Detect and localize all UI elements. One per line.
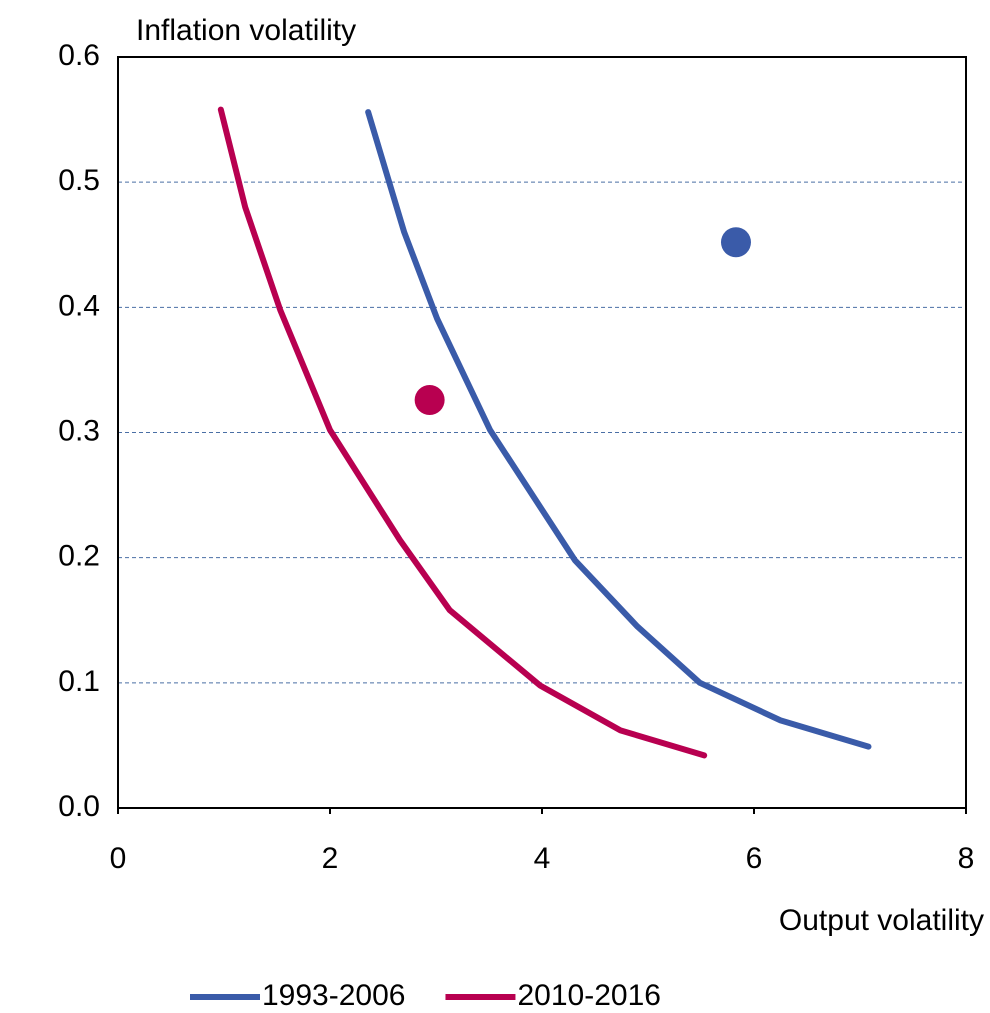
plot-frame xyxy=(117,56,967,809)
x-axis-label: Output volatility xyxy=(779,904,984,937)
y-tick-label: 0.1 xyxy=(58,665,100,698)
x-tick-label: 2 xyxy=(322,842,339,875)
y-axis-label: Inflation volatility xyxy=(136,14,356,47)
y-tick-label: 0.5 xyxy=(58,164,100,197)
y-tick-label: 0.0 xyxy=(58,790,100,823)
y-tick-label: 0.3 xyxy=(58,414,100,447)
series-line xyxy=(217,106,708,759)
point xyxy=(720,227,751,258)
legend-label: 1993-2006 xyxy=(262,979,405,1012)
y-tick-label: 0.6 xyxy=(58,39,100,72)
x-tick-label: 8 xyxy=(958,842,975,875)
x-tick-label: 6 xyxy=(746,842,763,875)
legend-label: 2010-2016 xyxy=(517,979,660,1012)
y-tick-label: 0.4 xyxy=(58,289,100,322)
series-line xyxy=(365,109,872,750)
y-tick-label: 0.2 xyxy=(58,540,100,573)
point xyxy=(414,384,445,415)
x-tick-label: 4 xyxy=(534,842,551,875)
x-tick-label: 0 xyxy=(110,842,127,875)
